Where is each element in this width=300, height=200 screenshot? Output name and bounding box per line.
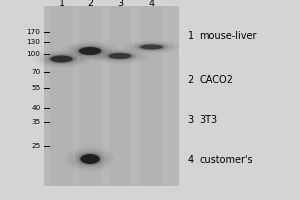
Ellipse shape (129, 42, 174, 52)
Text: 40: 40 (31, 105, 40, 111)
Text: mouse-liver: mouse-liver (200, 31, 257, 41)
Bar (109, 6, 131, 186)
Ellipse shape (50, 55, 73, 62)
Text: customer's: customer's (200, 155, 253, 165)
Text: 170: 170 (27, 29, 40, 35)
Bar (79, 6, 101, 186)
Ellipse shape (109, 53, 131, 59)
Ellipse shape (106, 52, 134, 60)
Ellipse shape (73, 45, 107, 57)
Ellipse shape (70, 149, 110, 169)
Text: 35: 35 (31, 119, 40, 125)
Text: 3: 3 (117, 0, 123, 8)
Bar (50, 6, 73, 186)
Bar (44, 6, 178, 186)
Ellipse shape (39, 52, 84, 66)
Ellipse shape (103, 51, 137, 60)
Bar (140, 6, 163, 186)
Ellipse shape (75, 152, 105, 166)
Ellipse shape (76, 46, 103, 56)
Ellipse shape (48, 55, 75, 63)
Text: 1: 1 (188, 31, 194, 41)
Text: 130: 130 (27, 39, 40, 45)
Ellipse shape (45, 54, 78, 64)
Text: 100: 100 (27, 51, 40, 57)
Ellipse shape (79, 47, 101, 55)
Text: 4: 4 (188, 155, 194, 165)
Text: 70: 70 (31, 69, 40, 75)
Text: 55: 55 (31, 85, 40, 91)
Text: 3: 3 (188, 115, 194, 125)
Ellipse shape (98, 50, 142, 62)
Ellipse shape (138, 44, 165, 50)
Text: 25: 25 (31, 143, 40, 149)
Text: CACO2: CACO2 (200, 75, 233, 85)
Text: 2: 2 (188, 75, 194, 85)
Ellipse shape (80, 154, 100, 164)
Ellipse shape (68, 43, 112, 59)
Text: 2: 2 (87, 0, 93, 8)
Ellipse shape (135, 43, 168, 51)
Ellipse shape (78, 153, 102, 165)
Text: 1: 1 (58, 0, 64, 8)
Text: 4: 4 (148, 0, 154, 8)
Text: 3T3: 3T3 (200, 115, 217, 125)
Ellipse shape (140, 45, 163, 49)
